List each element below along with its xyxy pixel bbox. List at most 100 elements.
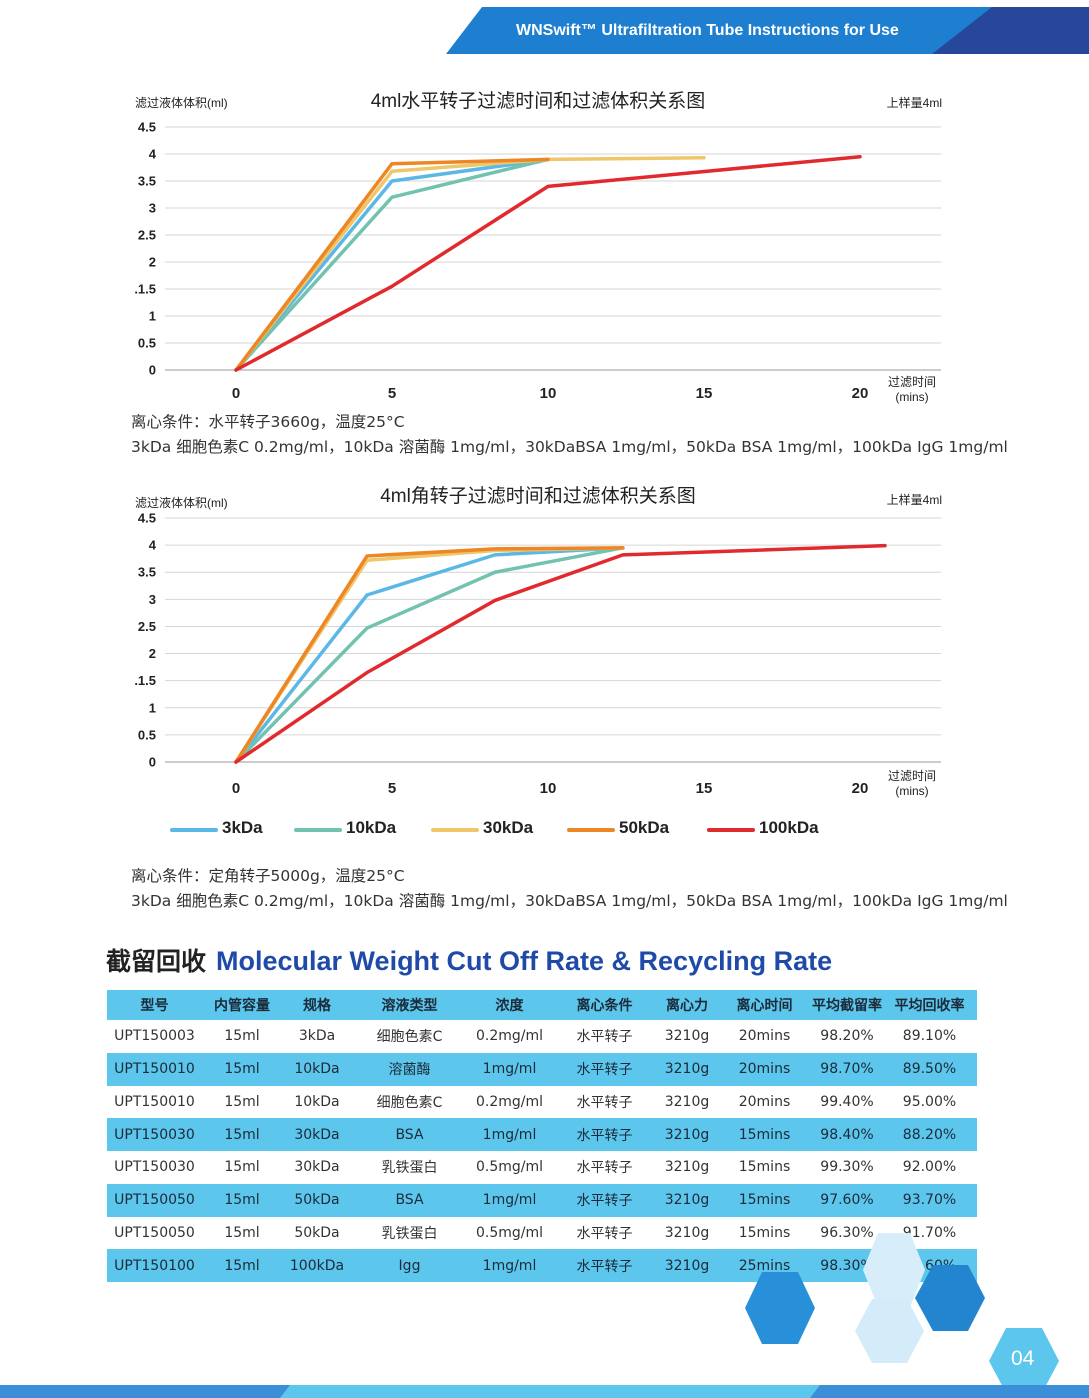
table-cell: 20mins: [738, 1028, 791, 1045]
legend-swatch: [431, 828, 479, 832]
table-row: UPT150010 15ml 10kDa 溶菌酶 1mg/ml 水平转子 3210g 20mi…: [107, 1052, 977, 1086]
y-tick-label: .1.5: [134, 673, 156, 688]
table-cell: 15ml: [224, 1028, 260, 1045]
chart2-conditions-line1: 离心条件：定角转子5000g，温度25°C: [131, 867, 405, 885]
table-cell: 89.50%: [882, 1052, 977, 1086]
table-cell: UPT150003: [114, 1028, 195, 1045]
table-cell: 细胞色素C: [376, 1094, 443, 1111]
table-cell: 水平转子: [576, 1029, 633, 1046]
y-tick-label: 0.5: [138, 336, 156, 351]
table-cell: 50kDa: [294, 1224, 340, 1241]
table-cell: 99.30%: [820, 1159, 874, 1176]
series-line-30kda: [234, 546, 625, 764]
table-cell: 1mg/ml: [467, 1052, 552, 1086]
legend-label: 30kDa: [483, 818, 534, 837]
legend-swatch: [707, 828, 755, 832]
table-cell: UPT150050: [107, 1183, 202, 1217]
table-cell: 溶菌酶: [352, 1052, 467, 1086]
table-cell: 95.00%: [902, 1093, 957, 1110]
table-row: UPT150050 15ml 50kDa BSA 1mg/ml 水平转子 3210g 15mi…: [107, 1183, 977, 1217]
header-banner-shape: [446, 7, 1089, 54]
y-tick-label: 3: [149, 201, 156, 216]
hexagon-shape: [915, 1265, 985, 1331]
table-cell: UPT150030: [114, 1159, 195, 1176]
y-tick-label: 3.5: [138, 174, 156, 189]
table-cell: 水平转子: [552, 1118, 657, 1151]
table-cell: UPT150030: [107, 1118, 202, 1151]
cutoff-recycling-table: 型号 内管容量 规格 溶液类型 浓度 离心条件 离心力 离心时间 平均截留率 平…: [107, 990, 977, 1282]
table-cell: 3210g: [657, 1052, 717, 1086]
table-cell: 15ml: [202, 1249, 282, 1282]
x-tick-label: 10: [540, 780, 557, 797]
y-tick-label: 3.5: [138, 565, 156, 580]
table-cell: 15mins: [717, 1183, 812, 1217]
table-cell: 98.40%: [812, 1118, 882, 1151]
table-header-cell: 离心条件: [552, 990, 657, 1020]
table-row: UPT150100 15ml 100kDa Igg 1mg/ml 水平转子 3210g 25m…: [107, 1249, 977, 1282]
table-cell: UPT150050: [114, 1224, 195, 1241]
table-header-cell: 浓度: [467, 990, 552, 1020]
table-cell: 3210g: [664, 1028, 710, 1045]
table-cell: 98.70%: [812, 1052, 882, 1086]
page-number-hexagon: [989, 1328, 1059, 1393]
chart-horizontal-rotor: 4ml水平转子过滤时间和过滤体积关系图 滤过液体体积(ml) 上样量4ml 过滤…: [134, 90, 942, 404]
chart-title: 4ml角转子过滤时间和过滤体积关系图: [380, 485, 696, 507]
table-cell: 10kDa: [294, 1093, 340, 1110]
section-title: 截留回收 Molecular Weight Cut Off Rate & Recy…: [106, 942, 832, 978]
header-banner: [446, 7, 1089, 54]
table-cell: 3210g: [657, 1118, 717, 1151]
y-tick-label: 2: [149, 646, 156, 661]
table-cell: 20mins: [738, 1093, 791, 1110]
y-tick-label: 2: [149, 255, 156, 270]
table-cell: 99.40%: [820, 1093, 874, 1110]
x-tick-label: 20: [852, 780, 869, 797]
table-header-cell: 型号: [107, 990, 202, 1020]
y-tick-label: 0: [149, 755, 156, 770]
table-cell: 0.5mg/ml: [475, 1224, 544, 1241]
hexagon-shape: [863, 1233, 925, 1307]
page-number: 04: [1011, 1347, 1035, 1370]
legend-label: 10kDa: [346, 818, 397, 837]
table-cell: 15ml: [224, 1159, 260, 1176]
series-line-3kda: [234, 157, 550, 372]
series-line-3kda: [234, 546, 625, 764]
table-header-cell: 离心时间: [717, 990, 812, 1020]
series-line-100kda: [234, 543, 887, 764]
table-cell: UPT150010: [114, 1093, 195, 1110]
table-cell: 50kDa: [282, 1183, 352, 1217]
footer-bar-accent: [280, 1385, 820, 1398]
chart-xlabel: 过滤时间: [888, 769, 936, 783]
y-tick-label: 3: [149, 592, 156, 607]
y-tick-label: 4.5: [138, 511, 156, 526]
table-cell: 15mins: [738, 1224, 791, 1241]
table-cell: 98.20%: [820, 1028, 874, 1045]
table-cell: 97.60%: [812, 1183, 882, 1217]
x-tick-label: 5: [388, 385, 396, 402]
y-tick-label: 4.5: [138, 120, 156, 135]
table-cell: UPT150010: [107, 1052, 202, 1086]
table-cell: 水平转子: [576, 1225, 633, 1242]
table-cell: 100kDa: [282, 1249, 352, 1282]
table-cell: UPT150100: [107, 1249, 202, 1282]
table-cell: 0.5mg/ml: [475, 1159, 544, 1176]
chart-title: 4ml水平转子过滤时间和过滤体积关系图: [371, 90, 706, 112]
table-cell: BSA: [352, 1118, 467, 1151]
table-body: UPT150003 15ml 3kDa 细胞色素C 0.2mg/ml 水平转子 3210g 2…: [107, 1020, 977, 1282]
y-tick-label: 0: [149, 363, 156, 378]
table-cell: 乳铁蛋白: [381, 1160, 438, 1177]
table-cell: 水平转子: [576, 1094, 633, 1111]
table-cell: 15ml: [224, 1093, 260, 1110]
decorative-hexagons: [0, 1233, 1089, 1398]
series-line-30kda: [234, 156, 706, 372]
x-tick-label: 10: [540, 385, 557, 402]
legend-label: 3kDa: [222, 818, 263, 837]
table-cell: 89.10%: [902, 1028, 957, 1045]
table-cell: BSA: [352, 1183, 467, 1217]
table-cell: 93.70%: [882, 1183, 977, 1217]
table-cell: 乳铁蛋白: [381, 1225, 438, 1242]
table-cell: 15ml: [224, 1224, 260, 1241]
table-row: UPT150003 15ml 3kDa 细胞色素C 0.2mg/ml 水平转子 3210g 2…: [107, 1020, 977, 1053]
header-banner-accent: [932, 7, 1089, 54]
legend-swatch: [170, 828, 218, 832]
series-line-50kda: [234, 546, 625, 764]
